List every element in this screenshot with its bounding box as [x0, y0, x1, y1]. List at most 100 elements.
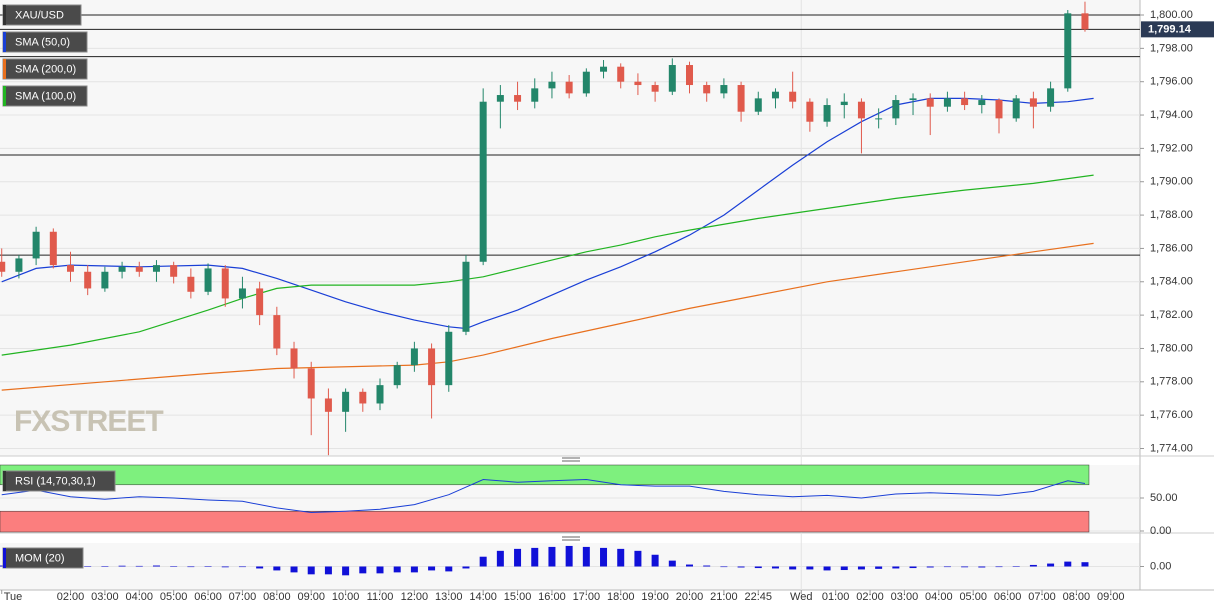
x-tick-label: 09:00 [1097, 591, 1125, 603]
pane-grip[interactable] [562, 457, 580, 462]
candle-body [668, 65, 676, 92]
sma-line [1, 97, 1094, 330]
candle-body [840, 101, 848, 106]
pane-grip[interactable] [562, 536, 580, 541]
mom-bar [187, 566, 195, 568]
mom-bar [668, 560, 676, 567]
legend-label: XAU/USD [15, 9, 64, 21]
candle-body [961, 98, 969, 106]
mom-bar [737, 566, 745, 568]
mom-bar [926, 566, 934, 568]
legend-swatch [3, 32, 6, 52]
legend-swatch [3, 548, 6, 568]
candle-body [376, 385, 384, 404]
main-pane [0, 0, 1140, 456]
candle-body [15, 258, 23, 272]
mom-bar [1012, 566, 1020, 567]
mom-bar [428, 566, 436, 571]
mom-bar [152, 565, 160, 567]
x-tick-label: 03:00 [891, 591, 919, 603]
mom-bar [531, 547, 539, 567]
last-price-label: 1,799.14 [1148, 23, 1192, 35]
legend-swatch [3, 471, 6, 491]
candle-body [926, 98, 934, 107]
candle-body [806, 101, 814, 122]
candle-body [737, 85, 745, 112]
mom-bar [101, 566, 109, 567]
mom-bar [978, 566, 986, 568]
candle-body [651, 85, 659, 92]
mom-bar [875, 566, 883, 569]
candle-body [324, 398, 332, 412]
x-tick-label: Tue [4, 591, 23, 603]
mom-bar [376, 566, 384, 574]
x-tick-label: 21:00 [710, 591, 738, 603]
mom-bar [273, 566, 281, 571]
legend-label: SMA (50,0) [15, 36, 70, 48]
candle-body [531, 88, 539, 102]
y-tick-label: 1,778.00 [1150, 376, 1193, 388]
mom-bar [634, 550, 642, 567]
candle-body [943, 98, 951, 107]
x-tick-label: 20:00 [676, 591, 704, 603]
candle-body [393, 365, 401, 386]
candle-body [445, 331, 453, 386]
x-tick-label: 05:00 [160, 591, 188, 603]
candle-body [754, 98, 762, 112]
mom-bar [703, 565, 711, 567]
candle-body [875, 118, 883, 120]
x-tick-label: 12:00 [401, 591, 429, 603]
candle-body [892, 100, 900, 119]
candle-body [49, 231, 57, 266]
legend-swatch [3, 59, 6, 79]
candle-body [995, 100, 1003, 119]
legend-swatch [3, 86, 6, 106]
candle-body [84, 271, 92, 289]
candle-body [256, 288, 264, 316]
y-tick-label: 1,800.00 [1150, 9, 1193, 21]
marks: 1,799.14 [0, 1, 1214, 576]
candle-body [1012, 98, 1020, 119]
mom-bar [686, 564, 694, 567]
x-tick-label: 02:00 [856, 591, 884, 603]
mom-bar [582, 546, 590, 567]
y-tick-label: 1,788.00 [1150, 209, 1193, 221]
candle-body [342, 391, 350, 412]
candle-body [789, 91, 797, 102]
legend-label: RSI (14,70,30,1) [15, 475, 96, 487]
candle-body [101, 271, 109, 289]
mom-bar [410, 566, 418, 573]
candle-body [32, 231, 40, 259]
candle-body [290, 348, 298, 369]
candle-body [66, 265, 74, 272]
candle-body [600, 66, 608, 72]
y-tick-label: 1,782.00 [1150, 309, 1193, 321]
candle-body [152, 265, 160, 272]
candle-body [187, 276, 195, 292]
mom-bar [754, 566, 762, 569]
candle-body [204, 268, 212, 292]
candle-body [1047, 88, 1055, 107]
candle-body [118, 266, 126, 272]
candle-body [410, 348, 418, 366]
candle-body [771, 91, 779, 99]
legend-label: SMA (100,0) [15, 90, 76, 102]
mom-bar [909, 566, 917, 569]
mom-bar [995, 566, 1003, 568]
x-tick-label: 04:00 [925, 591, 953, 603]
candle-body [617, 66, 625, 82]
y-tick-label: 1,776.00 [1150, 409, 1193, 421]
mom-bar [892, 566, 900, 569]
candle-body [0, 261, 6, 272]
x-tick-label: 08:00 [1063, 591, 1091, 603]
candle-body [720, 85, 728, 94]
legend-label: MOM (20) [15, 552, 65, 564]
x-tick-label: 04:00 [126, 591, 154, 603]
candle-body [823, 105, 831, 122]
x-tick-label: 22:45 [745, 591, 773, 603]
mom-bar [617, 548, 625, 567]
candle-body [1064, 13, 1072, 89]
x-tick-label: 01:00 [822, 591, 850, 603]
candle-body [307, 368, 315, 399]
